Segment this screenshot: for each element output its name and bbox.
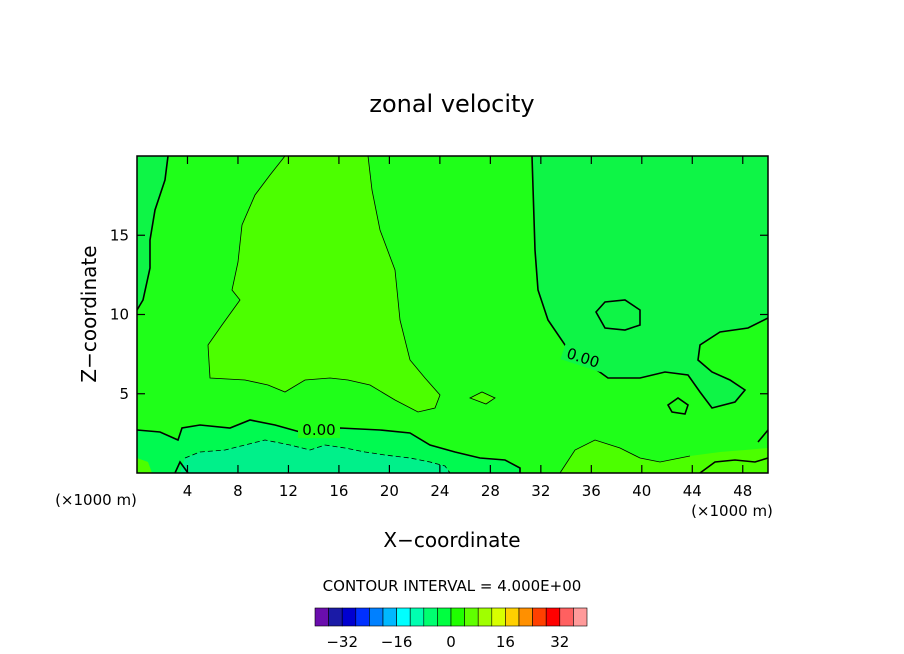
colorbar-swatch	[545, 607, 561, 627]
right-negative-region	[532, 156, 768, 408]
colorbar-swatch	[423, 607, 438, 627]
negative-contours	[184, 439, 451, 473]
colorbar-swatch	[532, 607, 547, 627]
x-tick-label: 16	[329, 482, 348, 500]
bottom-right-positive	[560, 440, 768, 473]
colorbar-swatch	[328, 607, 343, 627]
left-strip-region	[137, 156, 168, 310]
colorbar-tick-label: −32	[326, 633, 358, 651]
contour-field	[137, 156, 768, 473]
y-axis-label: Z−coordinate	[77, 245, 101, 382]
contour-label-bg-1	[298, 422, 340, 438]
x-unit-right: (×1000 m)	[691, 502, 773, 520]
y-tick-label: 5	[119, 385, 129, 403]
colorbar-swatch	[450, 607, 465, 627]
y-tick-label: 15	[110, 226, 129, 244]
contour-interval-text: CONTOUR INTERVAL = 4.000E+00	[323, 577, 582, 595]
colorbar-swatch	[341, 607, 357, 627]
x-axis-label: X−coordinate	[383, 528, 520, 552]
colorbar-tick-label: 0	[446, 633, 456, 651]
y-tick-label: 10	[110, 306, 129, 324]
x-tick-label: 48	[733, 482, 752, 500]
x-tick-label: 20	[380, 482, 399, 500]
colorbar-swatch	[314, 607, 329, 627]
colorbar-swatch	[477, 607, 493, 627]
colorbar-swatch	[491, 607, 506, 627]
colorbar-tick-label: −16	[381, 633, 413, 651]
colorbar-tick-label: 16	[496, 633, 515, 651]
x-tick-label: 4	[183, 482, 193, 500]
positive-contours	[207, 156, 691, 473]
bottom-strong-band	[180, 440, 450, 473]
colorbar-swatch	[382, 607, 397, 627]
x-tick-label: 36	[582, 482, 601, 500]
colorbar-swatch	[505, 607, 520, 627]
colorbar-swatch	[409, 607, 425, 627]
x-tick-label: 40	[632, 482, 651, 500]
colorbar-tick-label: 32	[550, 633, 569, 651]
x-tick-label: 12	[279, 482, 298, 500]
x-tick-label: 8	[233, 482, 243, 500]
x-unit-left: (×1000 m)	[55, 491, 137, 509]
colorbar: −32 −16 0 16 32	[314, 607, 588, 651]
x-tick-label: 28	[481, 482, 500, 500]
colorbar-swatch	[464, 607, 479, 627]
x-axis-ticks: 4 8 12 16 20 24 28 32 36 40 44 48	[183, 156, 752, 500]
contour-label-bg-2	[560, 343, 606, 373]
x-tick-label: 32	[531, 482, 550, 500]
colorbar-swatch	[396, 607, 411, 627]
y-axis-ticks: 5 10 15	[110, 226, 768, 403]
colorbar-swatch	[355, 607, 370, 627]
contour-label-left: 0.00	[302, 421, 335, 439]
chart-title: zonal velocity	[369, 90, 534, 118]
x-tick-label: 44	[683, 482, 702, 500]
positive-patch-region	[208, 156, 440, 412]
bottom-left-positive	[137, 458, 152, 473]
colorbar-swatch	[559, 607, 574, 627]
x-tick-label: 24	[430, 482, 449, 500]
colorbar-swatch	[573, 607, 588, 627]
colorbar-swatch	[518, 607, 533, 627]
colorbar-swatch	[437, 607, 452, 627]
colorbar-swatch	[369, 607, 384, 627]
